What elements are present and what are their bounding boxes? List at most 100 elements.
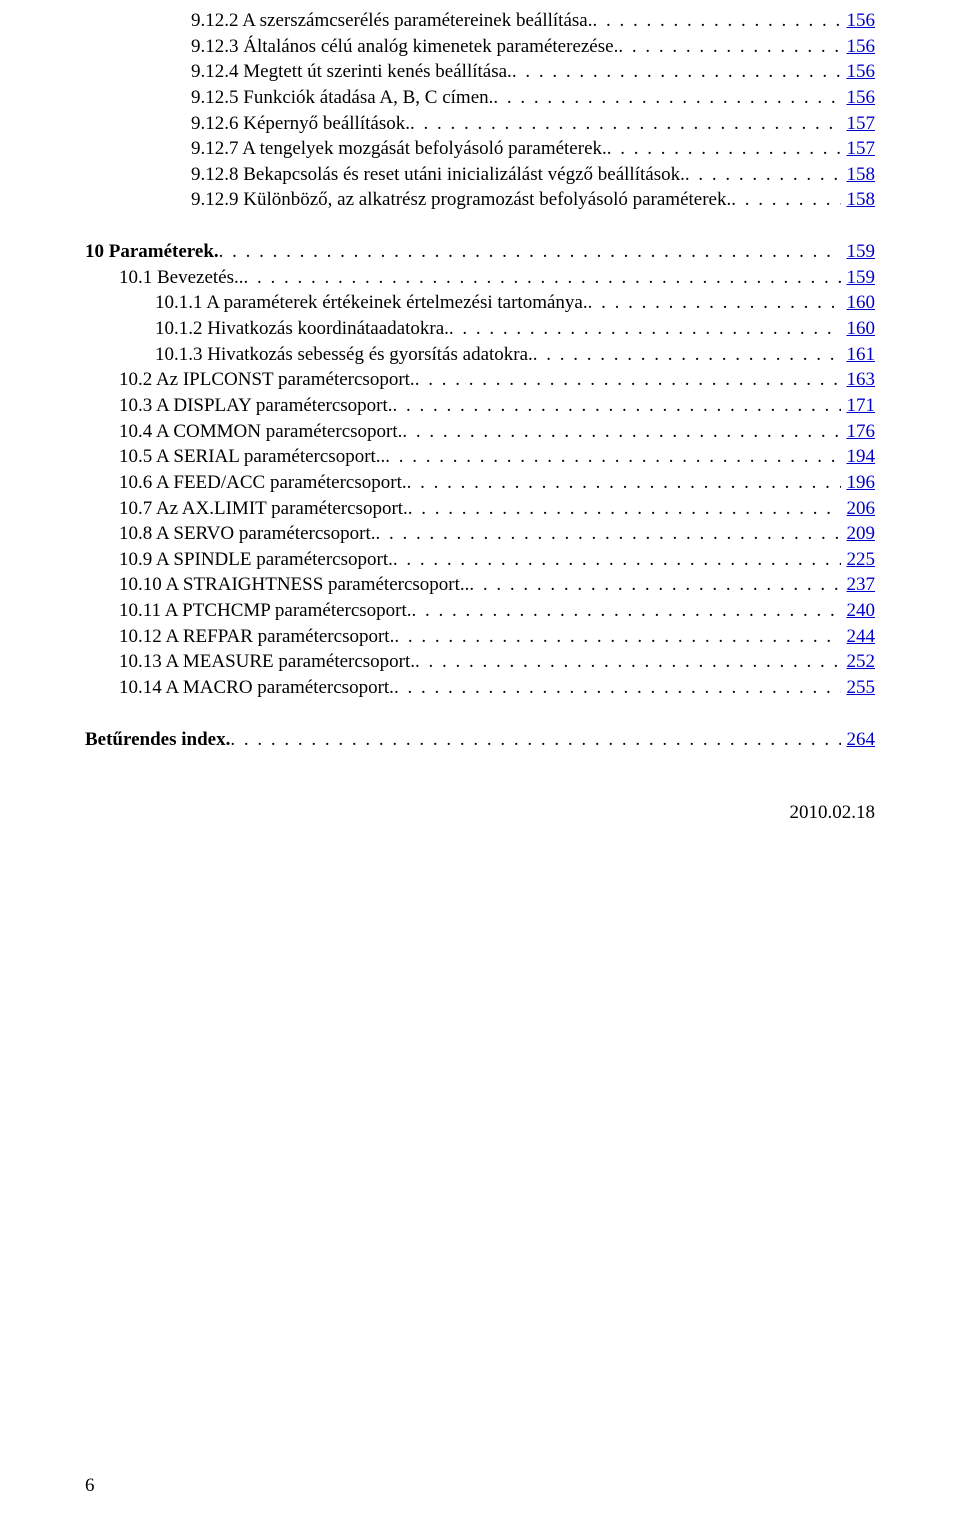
toc-page-link[interactable]: 240 [841,598,876,624]
toc-leader [533,342,841,368]
toc-entry-title: 9.12.7 A tengelyek mozgását befolyásoló … [191,136,607,162]
toc-page-link[interactable]: 159 [841,239,876,265]
toc-entry: 10.1 Bevezetés.. 159 [85,265,875,291]
toc-page-link[interactable]: 206 [841,496,876,522]
toc-entry: 9.12.5 Funkciók átadása A, B, C címen. 1… [85,85,875,111]
toc-entry-title: 10.11 A PTCHCMP paramétercsoport. [119,598,412,624]
toc-entry-title: 10.13 A MEASURE paramétercsoport. [119,649,415,675]
block-gap [85,213,875,239]
toc-page-link[interactable]: 264 [841,727,876,753]
toc-entry-title: Betűrendes index. [85,727,230,753]
toc-page-link[interactable]: 255 [841,675,876,701]
toc-page-link[interactable]: 244 [841,624,876,650]
toc-page-link[interactable]: 163 [841,367,876,393]
toc-entry-title: 10.1 Bevezetés.. [119,265,244,291]
toc-entry-title: 10.10 A STRAIGHTNESS paramétercsoport.. [119,572,469,598]
toc-leader [592,8,840,34]
toc-entry-title: 10 Paraméterek. [85,239,219,265]
toc-entry-title: 9.12.3 Általános célú analóg kimenetek p… [191,34,618,60]
toc-entry-title: 10.1.1 A paraméterek értékeinek értelmez… [155,290,588,316]
toc-entry: 10.6 A FEED/ACC paramétercsoport. 196 [85,470,875,496]
toc-page-link[interactable]: 156 [841,8,876,34]
toc-entry-title: 10.1.3 Hivatkozás sebesség és gyorsítás … [155,342,533,368]
toc-leader [618,34,840,60]
toc-page-link[interactable]: 209 [841,521,876,547]
toc-leader [376,521,841,547]
toc-leader [244,265,841,291]
toc-page-link[interactable]: 160 [841,290,876,316]
toc-leader [493,85,840,111]
document-date: 2010.02.18 [85,802,875,824]
toc-page-link[interactable]: 252 [841,649,876,675]
toc-page-link[interactable]: 225 [841,547,876,573]
toc-page-link[interactable]: 158 [841,187,876,213]
toc-leader [588,290,841,316]
toc-page-link[interactable]: 196 [841,470,876,496]
toc-entry-title: 10.9 A SPINDLE paramétercsoport. [119,547,393,573]
toc-entry: 10.10 A STRAIGHTNESS paramétercsoport.. … [85,572,875,598]
toc-entry-title: 9.12.4 Megtett út szerinti kenés beállít… [191,59,512,85]
toc-entry: 9.12.2 A szerszámcserélés paramétereinek… [85,8,875,34]
toc-page-link[interactable]: 176 [841,419,876,445]
toc-block-2: 10 Paraméterek. 15910.1 Bevezetés.. 1591… [85,239,875,701]
toc-leader [469,572,840,598]
toc-page-link[interactable]: 156 [841,59,876,85]
toc-page-link[interactable]: 159 [841,265,876,291]
toc-page-link[interactable]: 171 [841,393,876,419]
toc-page-link[interactable]: 237 [841,572,876,598]
toc-entry: 10.11 A PTCHCMP paramétercsoport. 240 [85,598,875,624]
page: 9.12.2 A szerszámcserélés paramétereinek… [0,0,960,1531]
toc-page-link[interactable]: 156 [841,34,876,60]
toc-entry-title: 9.12.2 A szerszámcserélés paramétereinek… [191,8,592,34]
toc-page-link[interactable]: 194 [841,444,876,470]
toc-entry-title: 10.4 A COMMON paramétercsoport. [119,419,402,445]
toc-page-link[interactable]: 161 [841,342,876,368]
toc-leader [512,59,841,85]
toc-block-3: Betűrendes index. 264 [85,727,875,753]
toc-page-link[interactable]: 156 [841,85,876,111]
toc-entry-title: 9.12.9 Különböző, az alkatrész programoz… [191,187,731,213]
toc-entry: 10.14 A MACRO paramétercsoport. 255 [85,675,875,701]
toc-entry: 9.12.6 Képernyő beállítások. 157 [85,111,875,137]
toc-entry-title: 10.6 A FEED/ACC paramétercsoport. [119,470,407,496]
toc-entry-title: 10.1.2 Hivatkozás koordinátaadatokra. [155,316,449,342]
toc-entry: 9.12.8 Bekapcsolás és reset utáni inicia… [85,162,875,188]
toc-leader [230,727,840,753]
toc-entry: 10.2 Az IPLCONST paramétercsoport. 163 [85,367,875,393]
toc-block-1: 9.12.2 A szerszámcserélés paramétereinek… [85,8,875,213]
toc-entry: 10 Paraméterek. 159 [85,239,875,265]
toc-page-link[interactable]: 157 [841,111,876,137]
toc-entry: 10.1.2 Hivatkozás koordinátaadatokra. 16… [85,316,875,342]
toc-leader [415,367,841,393]
toc-entry-title: 10.7 Az AX.LIMIT paramétercsoport. [119,496,408,522]
toc-leader [385,444,840,470]
toc-leader [415,649,840,675]
toc-leader [607,136,841,162]
toc-entry: 10.7 Az AX.LIMIT paramétercsoport. 206 [85,496,875,522]
toc-page-link[interactable]: 160 [841,316,876,342]
toc-entry: 9.12.4 Megtett út szerinti kenés beállít… [85,59,875,85]
toc-entry: 9.12.7 A tengelyek mozgását befolyásoló … [85,136,875,162]
toc-entry-title: 10.14 A MACRO paramétercsoport. [119,675,394,701]
toc-leader [408,496,841,522]
toc-entry-title: 10.2 Az IPLCONST paramétercsoport. [119,367,415,393]
toc-entry: 10.13 A MEASURE paramétercsoport. 252 [85,649,875,675]
toc-entry-title: 9.12.5 Funkciók átadása A, B, C címen. [191,85,493,111]
toc-entry: 10.1.1 A paraméterek értékeinek értelmez… [85,290,875,316]
toc-entry-title: 10.12 A REFPAR paramétercsoport. [119,624,394,650]
toc-entry: 10.9 A SPINDLE paramétercsoport. 225 [85,547,875,573]
toc-entry: 10.1.3 Hivatkozás sebesség és gyorsítás … [85,342,875,368]
toc-leader [393,547,841,573]
toc-leader [402,419,840,445]
toc-leader [412,598,841,624]
toc-page-link[interactable]: 158 [841,162,876,188]
toc-entry-title: 10.8 A SERVO paramétercsoport. [119,521,376,547]
toc-leader [407,470,841,496]
toc-entry: 10.8 A SERVO paramétercsoport. 209 [85,521,875,547]
toc-leader [393,393,841,419]
toc-leader [219,239,841,265]
block-gap [85,701,875,727]
toc-leader [410,111,841,137]
toc-page-link[interactable]: 157 [841,136,876,162]
toc-entry: 10.3 A DISPLAY paramétercsoport. 171 [85,393,875,419]
